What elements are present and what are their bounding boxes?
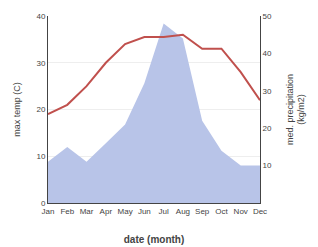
svg-text:med. precipitation(kg/m2): med. precipitation(kg/m2) [285,74,307,145]
svg-text:May: May [118,207,133,216]
svg-text:10: 10 [263,161,272,170]
svg-text:Mar: Mar [80,207,94,216]
svg-text:Apr: Apr [100,207,113,216]
svg-text:10: 10 [36,152,45,161]
svg-text:50: 50 [263,12,272,21]
svg-text:Nov: Nov [234,207,248,216]
svg-text:Feb: Feb [60,207,74,216]
svg-text:20: 20 [36,105,45,114]
svg-text:date (month): date (month) [124,234,185,245]
svg-text:Sep: Sep [195,207,210,216]
svg-text:Jul: Jul [159,207,169,216]
svg-text:Oct: Oct [215,207,228,216]
svg-text:Jan: Jan [42,207,55,216]
svg-text:30: 30 [36,59,45,68]
svg-text:Dec: Dec [253,207,267,216]
svg-text:40: 40 [263,49,272,58]
svg-text:30: 30 [263,87,272,96]
svg-text:20: 20 [263,124,272,133]
svg-text:0: 0 [41,199,46,208]
svg-text:max temp (C): max temp (C) [12,82,22,137]
svg-text:Jun: Jun [138,207,151,216]
svg-text:40: 40 [36,12,45,21]
svg-text:Aug: Aug [176,207,190,216]
